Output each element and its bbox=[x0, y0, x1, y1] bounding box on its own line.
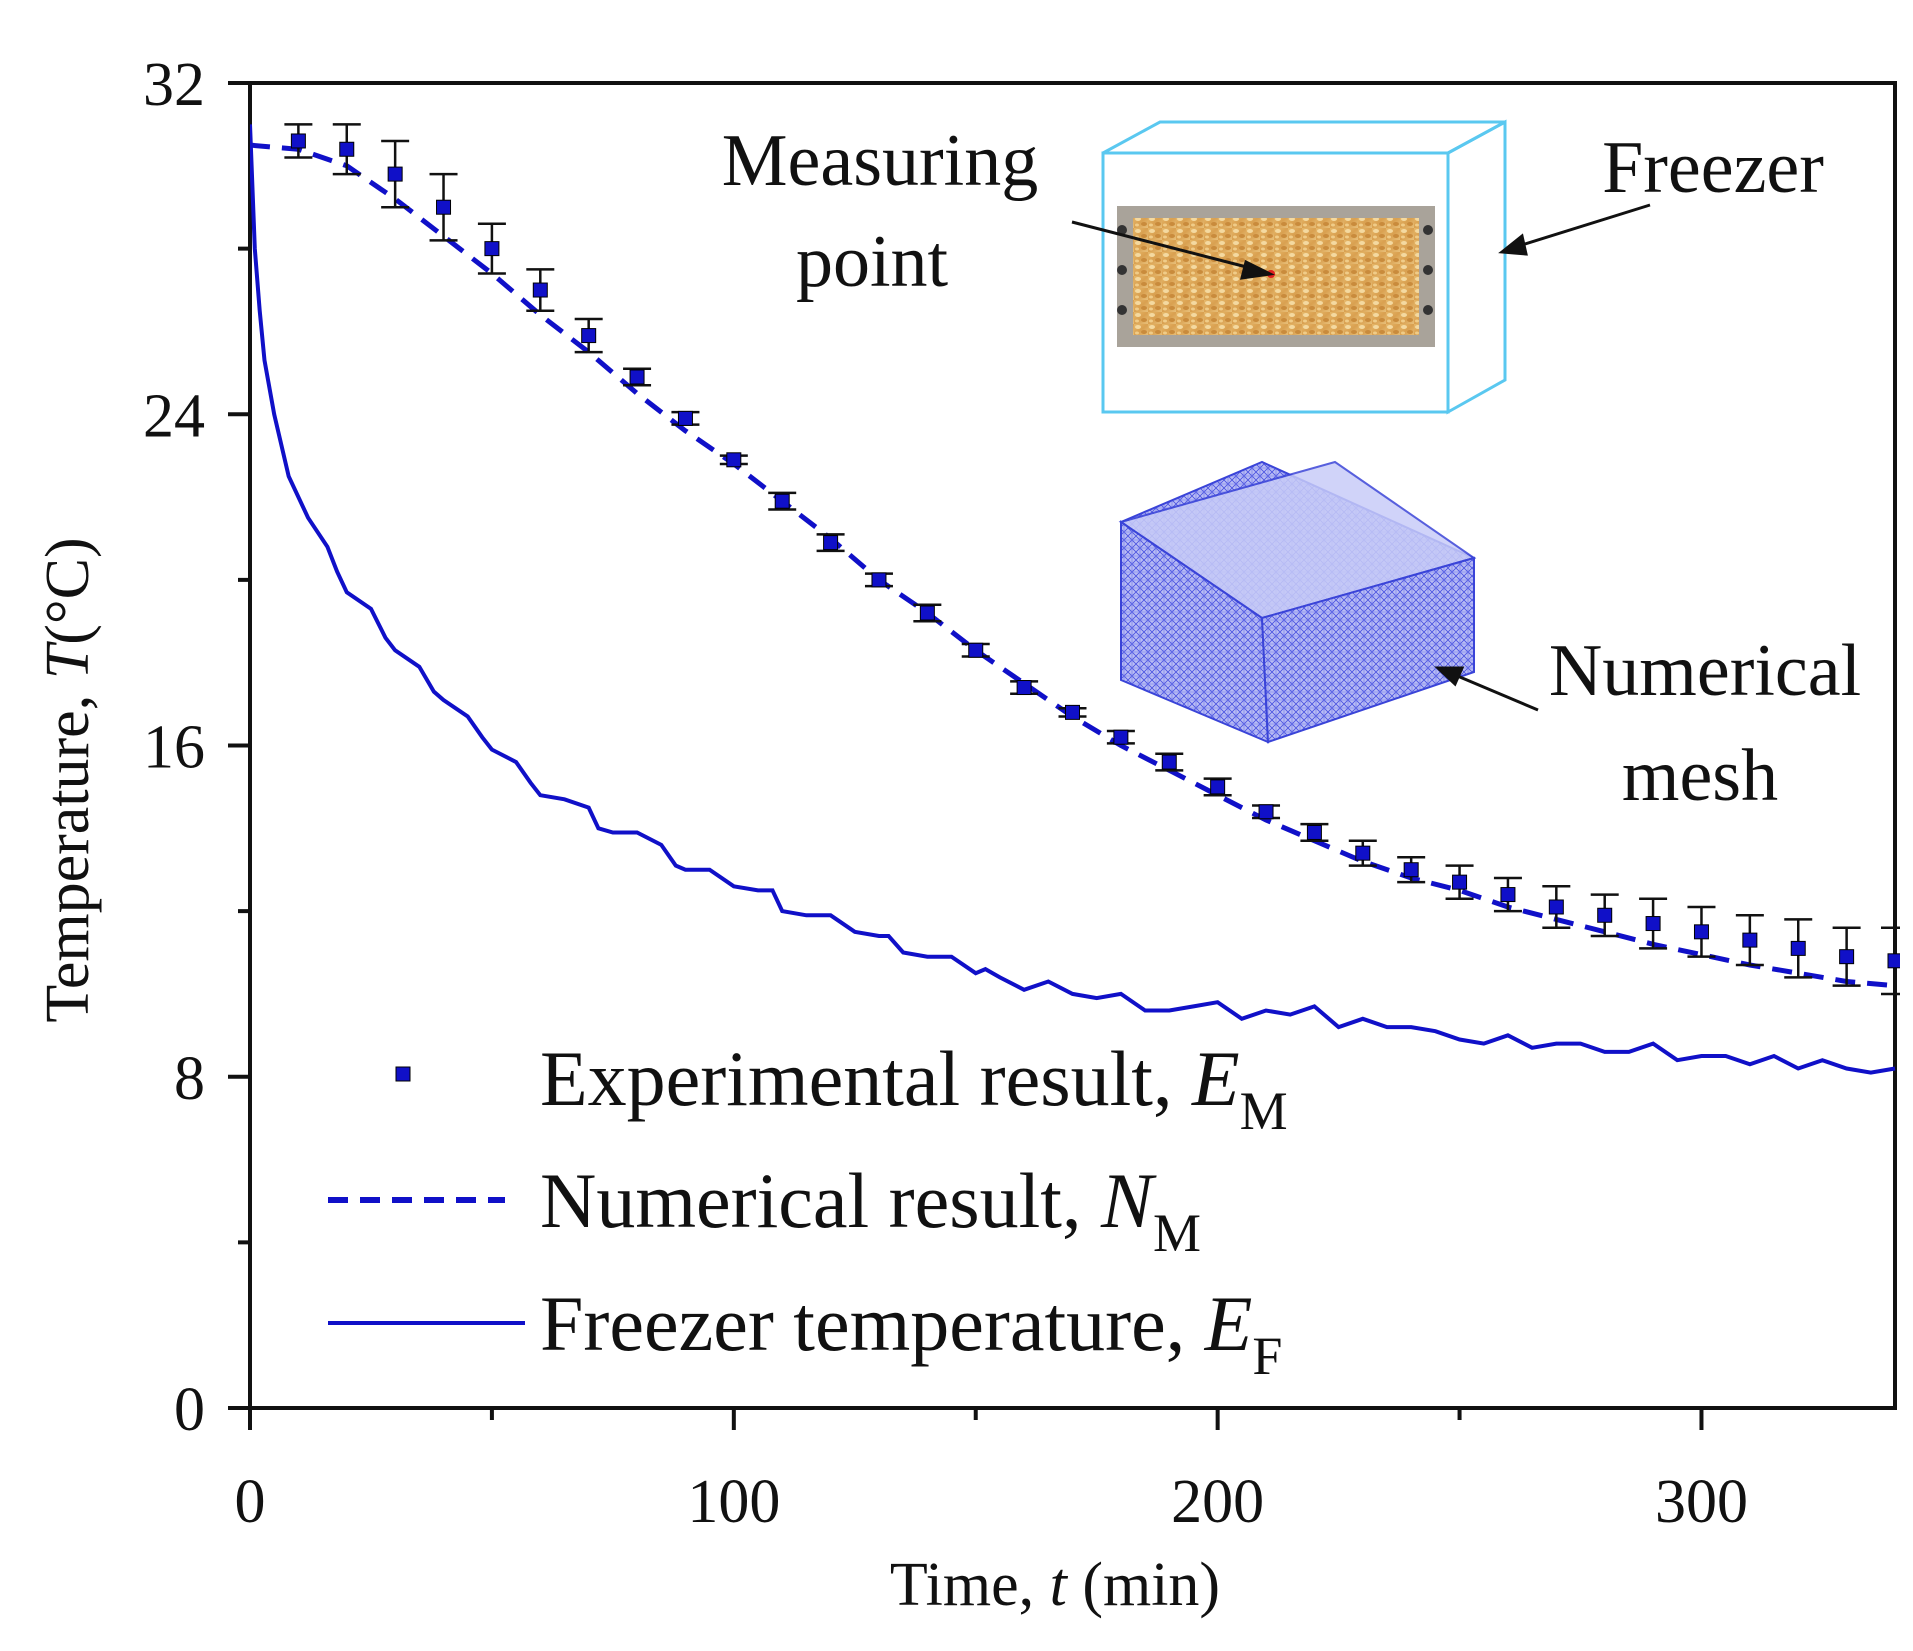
data-point-experimental bbox=[332, 123, 361, 176]
svg-text:point: point bbox=[796, 221, 949, 303]
data-point-experimental bbox=[1010, 680, 1039, 696]
data-point-experimental bbox=[768, 491, 797, 511]
grain-sample bbox=[1133, 218, 1419, 335]
svg-text:Experimental result, EM: Experimental result, EM bbox=[540, 1035, 1288, 1141]
x-tick-label: 0 bbox=[235, 1468, 266, 1536]
svg-text:Freezer temperature, EF: Freezer temperature, EF bbox=[540, 1280, 1282, 1386]
x-tick-label: 300 bbox=[1655, 1468, 1748, 1536]
y-tick-label: 24 bbox=[143, 382, 205, 450]
x-axis-ticks: 0 100 200 300 bbox=[235, 1408, 1748, 1536]
data-point-experimental bbox=[1106, 729, 1135, 745]
y-tick-label: 8 bbox=[174, 1045, 205, 1113]
data-point-experimental bbox=[864, 572, 893, 588]
data-point-experimental bbox=[1058, 704, 1087, 720]
data-point-experimental bbox=[284, 123, 313, 159]
y-axis-ticks: 0 8 16 24 32 bbox=[143, 51, 250, 1444]
y-tick-label: 32 bbox=[143, 51, 205, 119]
data-point-experimental bbox=[961, 642, 990, 658]
data-point-experimental bbox=[719, 452, 748, 468]
svg-text:Numerical: Numerical bbox=[1549, 630, 1861, 712]
data-point-experimental bbox=[1445, 864, 1474, 900]
freezer-inset bbox=[1101, 119, 1507, 415]
data-point-experimental bbox=[381, 139, 410, 209]
legend-item-freezer: Freezer temperature, EF bbox=[328, 1280, 1282, 1386]
x-tick-label: 100 bbox=[687, 1468, 780, 1536]
data-point-experimental bbox=[1203, 777, 1232, 797]
data-point-experimental bbox=[1832, 926, 1861, 987]
data-point-experimental bbox=[1155, 752, 1184, 772]
data-point-experimental bbox=[1397, 856, 1426, 884]
annotation-arrows bbox=[1071, 203, 1651, 712]
data-point-experimental bbox=[816, 533, 845, 553]
annotation-freezer: Freezer bbox=[1602, 127, 1824, 209]
x-tick-label: 200 bbox=[1171, 1468, 1264, 1536]
series-experimental-result bbox=[284, 123, 1900, 996]
data-point-experimental bbox=[1590, 893, 1619, 938]
legend: Experimental result, EM Numerical result… bbox=[328, 1035, 1288, 1386]
data-point-experimental bbox=[1881, 926, 1900, 996]
legend-item-experimental: Experimental result, EM bbox=[395, 1035, 1288, 1141]
data-point-experimental bbox=[1639, 897, 1668, 950]
data-point-experimental bbox=[913, 603, 942, 623]
data-point-experimental bbox=[1493, 876, 1522, 913]
data-point-experimental bbox=[429, 172, 458, 242]
data-point-experimental bbox=[477, 222, 506, 275]
data-point-experimental bbox=[1300, 822, 1329, 842]
data-point-experimental bbox=[671, 410, 700, 426]
data-point-experimental bbox=[1687, 905, 1716, 958]
legend-item-numerical: Numerical result, NM bbox=[328, 1157, 1201, 1263]
svg-text:mesh: mesh bbox=[1622, 735, 1778, 817]
svg-text:Numerical result, NM: Numerical result, NM bbox=[540, 1157, 1201, 1263]
data-point-experimental bbox=[1784, 918, 1813, 979]
numerical-mesh-inset bbox=[1118, 460, 1477, 744]
data-point-experimental bbox=[623, 367, 652, 387]
annotation-numerical-mesh: Numerical mesh bbox=[1549, 630, 1861, 817]
legend-marker-square bbox=[395, 1066, 411, 1082]
data-point-experimental bbox=[574, 317, 603, 354]
data-point-experimental bbox=[1252, 804, 1281, 820]
series-line-numerical-result bbox=[250, 142, 1896, 989]
y-tick-label: 0 bbox=[174, 1376, 205, 1444]
svg-text:Measuring: Measuring bbox=[722, 120, 1039, 202]
x-axis-title: Time, t (min) bbox=[890, 1551, 1220, 1619]
data-point-experimental bbox=[1348, 839, 1377, 867]
data-point-experimental bbox=[526, 268, 555, 312]
y-axis-title: Temperature, T(°C) bbox=[34, 537, 102, 1022]
y-tick-label: 16 bbox=[143, 714, 205, 782]
series-line-freezer-temperature bbox=[250, 124, 1896, 1075]
data-point-experimental bbox=[1542, 885, 1571, 929]
data-point-experimental bbox=[1735, 914, 1764, 967]
annotation-measuring-point: Measuring point bbox=[722, 120, 1039, 303]
